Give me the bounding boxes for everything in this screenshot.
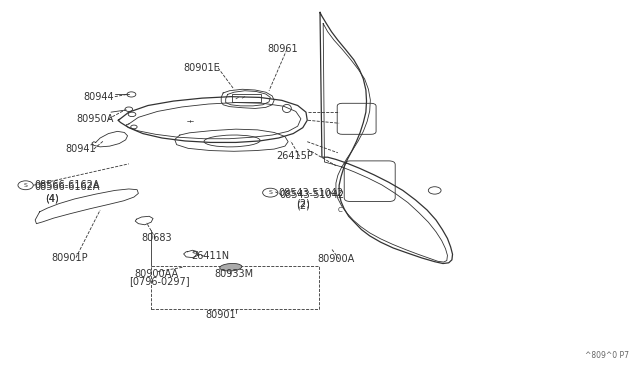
Text: 80944: 80944 xyxy=(83,92,113,102)
Text: 80901P: 80901P xyxy=(51,253,88,263)
Text: 26411N: 26411N xyxy=(191,251,229,261)
Text: 80901E: 80901E xyxy=(183,63,220,73)
Text: 80683: 80683 xyxy=(141,233,172,243)
Text: 80900AA: 80900AA xyxy=(134,269,178,279)
Text: C: C xyxy=(337,207,342,213)
Text: 80933M: 80933M xyxy=(215,269,254,279)
Text: (2): (2) xyxy=(296,199,310,209)
Text: [0796-0297]: [0796-0297] xyxy=(129,276,189,286)
Text: 26415P: 26415P xyxy=(276,151,314,161)
Text: 08566-6162A: 08566-6162A xyxy=(35,183,100,192)
Text: 08566-6162A: 08566-6162A xyxy=(34,180,99,190)
Text: 80900A: 80900A xyxy=(317,254,355,264)
Text: 08543-51042: 08543-51042 xyxy=(279,190,344,200)
Text: S: S xyxy=(268,190,272,195)
Text: (4): (4) xyxy=(45,193,58,203)
Text: (2): (2) xyxy=(296,200,310,210)
Text: S: S xyxy=(24,183,28,188)
Text: (4): (4) xyxy=(45,193,58,203)
Text: 80941: 80941 xyxy=(65,144,96,154)
Text: 80901: 80901 xyxy=(205,310,236,320)
Text: 80961: 80961 xyxy=(268,44,298,54)
Bar xyxy=(232,94,261,102)
Ellipse shape xyxy=(220,263,242,271)
Text: ^809^0 P7: ^809^0 P7 xyxy=(585,351,629,360)
Text: 08543-51042: 08543-51042 xyxy=(278,187,344,198)
Text: 80950A: 80950A xyxy=(77,114,114,124)
